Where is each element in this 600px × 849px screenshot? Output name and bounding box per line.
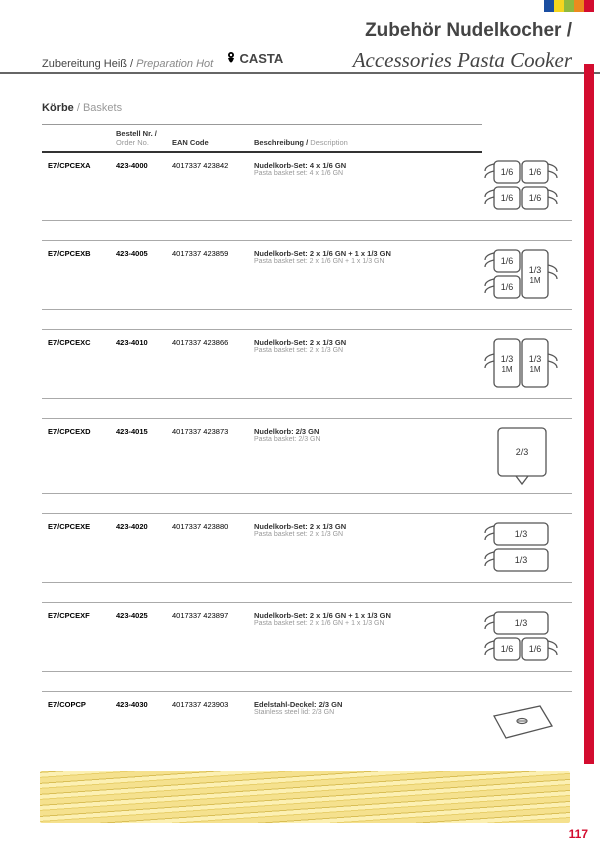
- table-row: E7/CPCEXD423-40154017337 423873Nudelkorb…: [42, 419, 572, 494]
- cell-model: E7/CPCEXF: [42, 603, 110, 672]
- cell-desc: Nudelkorb-Set: 4 x 1/6 GNPasta basket se…: [248, 152, 482, 221]
- table-row: E7/CPCEXB423-40054017337 423859Nudelkorb…: [42, 241, 572, 310]
- cell-desc: Nudelkorb-Set: 2 x 1/3 GNPasta basket se…: [248, 330, 482, 399]
- svg-text:1/6: 1/6: [501, 256, 514, 266]
- cell-diagram: [482, 692, 572, 755]
- cell-order: 423-4010: [110, 330, 166, 399]
- cell-diagram: 1/3 1/6 1/6: [482, 603, 572, 672]
- cell-ean: 4017337 423873: [166, 419, 248, 494]
- cell-model: E7/CPCEXD: [42, 419, 110, 494]
- table-row: E7/CPCEXE423-40204017337 423880Nudelkorb…: [42, 514, 572, 583]
- svg-text:1/3: 1/3: [501, 354, 514, 364]
- cell-ean: 4017337 423859: [166, 241, 248, 310]
- cell-diagram: 1/3 1/3: [482, 514, 572, 583]
- svg-text:1/6: 1/6: [529, 167, 542, 177]
- page-subhead: Zubereitung Heiß / Preparation Hot CASTA…: [0, 48, 600, 74]
- cell-diagram: 2/3: [482, 419, 572, 494]
- cell-desc: Nudelkorb: 2/3 GNPasta basket: 2/3 GN: [248, 419, 482, 494]
- page-title: Zubehör Nudelkocher /: [42, 20, 572, 42]
- svg-text:1/6: 1/6: [529, 644, 542, 654]
- cell-desc: Nudelkorb-Set: 2 x 1/6 GN + 1 x 1/3 GNPa…: [248, 603, 482, 672]
- cell-desc: Nudelkorb-Set: 2 x 1/6 GN + 1 x 1/3 GNPa…: [248, 241, 482, 310]
- cell-ean: 4017337 423842: [166, 152, 248, 221]
- cell-ean: 4017337 423897: [166, 603, 248, 672]
- cell-ean: 4017337 423866: [166, 330, 248, 399]
- svg-text:1/6: 1/6: [501, 644, 514, 654]
- col-ean: EAN Code: [166, 125, 248, 153]
- svg-text:1M: 1M: [529, 365, 540, 374]
- cell-desc: Edelstahl-Deckel: 2/3 GNStainless steel …: [248, 692, 482, 755]
- cell-model: E7/CPCEXC: [42, 330, 110, 399]
- col-model: [42, 125, 110, 153]
- svg-text:1/6: 1/6: [501, 282, 514, 292]
- svg-text:1/6: 1/6: [529, 193, 542, 203]
- svg-text:1/3: 1/3: [515, 618, 528, 628]
- page-title-en: Accessories Pasta Cooker: [353, 48, 572, 73]
- products-table: Bestell Nr. / Order No. EAN Code Beschre…: [42, 124, 572, 754]
- brand-logo: CASTA: [225, 51, 283, 67]
- section-color-bar: [584, 64, 594, 764]
- cell-order: 423-4030: [110, 692, 166, 755]
- cell-diagram: 1/31M1/31M: [482, 330, 572, 399]
- page-header: Zubehör Nudelkocher /: [0, 0, 600, 48]
- pasta-image: [40, 771, 570, 823]
- col-desc: Beschreibung / Description: [248, 125, 482, 153]
- svg-text:1/6: 1/6: [501, 167, 514, 177]
- cell-order: 423-4000: [110, 152, 166, 221]
- col-order: Bestell Nr. / Order No.: [110, 125, 166, 153]
- cell-model: E7/COPCP: [42, 692, 110, 755]
- cell-model: E7/CPCEXB: [42, 241, 110, 310]
- svg-text:1/3: 1/3: [529, 265, 542, 275]
- svg-text:1M: 1M: [501, 365, 512, 374]
- cell-order: 423-4005: [110, 241, 166, 310]
- cell-order: 423-4025: [110, 603, 166, 672]
- cell-diagram: 1/6 1/6 1/31M: [482, 241, 572, 310]
- cell-desc: Nudelkorb-Set: 2 x 1/3 GNPasta basket se…: [248, 514, 482, 583]
- products-tbody: E7/CPCEXA423-40004017337 423842Nudelkorb…: [42, 152, 572, 754]
- svg-text:1/3: 1/3: [529, 354, 542, 364]
- section-title: Körbe / Baskets: [42, 102, 572, 114]
- table-row: E7/CPCEXF423-40254017337 423897Nudelkorb…: [42, 603, 572, 672]
- table-row: E7/COPCP423-40304017337 423903Edelstahl-…: [42, 692, 572, 755]
- cell-ean: 4017337 423880: [166, 514, 248, 583]
- cell-order: 423-4020: [110, 514, 166, 583]
- cell-order: 423-4015: [110, 419, 166, 494]
- svg-text:1M: 1M: [529, 276, 540, 285]
- table-row: E7/CPCEXC423-40104017337 423866Nudelkorb…: [42, 330, 572, 399]
- subhead-en: Preparation Hot: [136, 58, 213, 70]
- page-number: 117: [569, 827, 588, 841]
- cell-ean: 4017337 423903: [166, 692, 248, 755]
- svg-text:1/3: 1/3: [515, 529, 528, 539]
- svg-text:2/3: 2/3: [516, 447, 529, 457]
- svg-text:1/3: 1/3: [515, 555, 528, 565]
- svg-text:1/6: 1/6: [501, 193, 514, 203]
- subhead-de: Zubereitung Heiß: [42, 58, 127, 70]
- cell-model: E7/CPCEXE: [42, 514, 110, 583]
- cell-model: E7/CPCEXA: [42, 152, 110, 221]
- table-row: E7/CPCEXA423-40004017337 423842Nudelkorb…: [42, 152, 572, 221]
- cell-diagram: 1/6 1/6 1/6 1/6: [482, 152, 572, 221]
- color-tabs: [544, 0, 594, 12]
